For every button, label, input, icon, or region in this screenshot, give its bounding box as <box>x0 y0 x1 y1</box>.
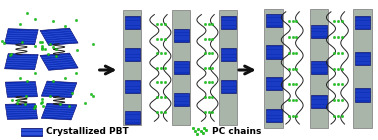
Bar <box>311 25 327 38</box>
Bar <box>41 81 77 98</box>
Bar <box>355 16 370 29</box>
Bar <box>266 45 282 59</box>
Bar <box>221 48 236 61</box>
Bar <box>125 80 139 93</box>
Bar <box>172 10 190 125</box>
Bar <box>5 81 37 97</box>
Bar <box>174 93 189 106</box>
Bar <box>40 28 78 45</box>
Bar <box>219 10 237 125</box>
Bar <box>123 10 141 125</box>
Bar <box>311 95 327 108</box>
Bar <box>355 52 370 66</box>
Bar <box>264 9 283 128</box>
Bar <box>5 54 38 70</box>
Text: PC chains: PC chains <box>212 127 261 136</box>
Bar <box>310 9 328 128</box>
Bar <box>353 9 372 128</box>
Bar <box>5 29 38 45</box>
Bar <box>355 88 370 102</box>
Bar <box>266 77 282 90</box>
Bar <box>266 109 282 122</box>
Bar <box>174 61 189 74</box>
Bar <box>5 104 37 119</box>
Bar <box>41 103 77 120</box>
Bar <box>22 128 42 136</box>
Bar <box>125 48 139 61</box>
Bar <box>221 16 236 29</box>
Bar <box>266 14 282 27</box>
Bar <box>40 53 78 70</box>
Bar <box>125 16 139 29</box>
Bar <box>311 61 327 74</box>
Bar <box>174 29 189 42</box>
Bar <box>125 111 139 124</box>
Text: Crystallized PBT: Crystallized PBT <box>46 127 129 136</box>
Bar <box>221 80 236 93</box>
